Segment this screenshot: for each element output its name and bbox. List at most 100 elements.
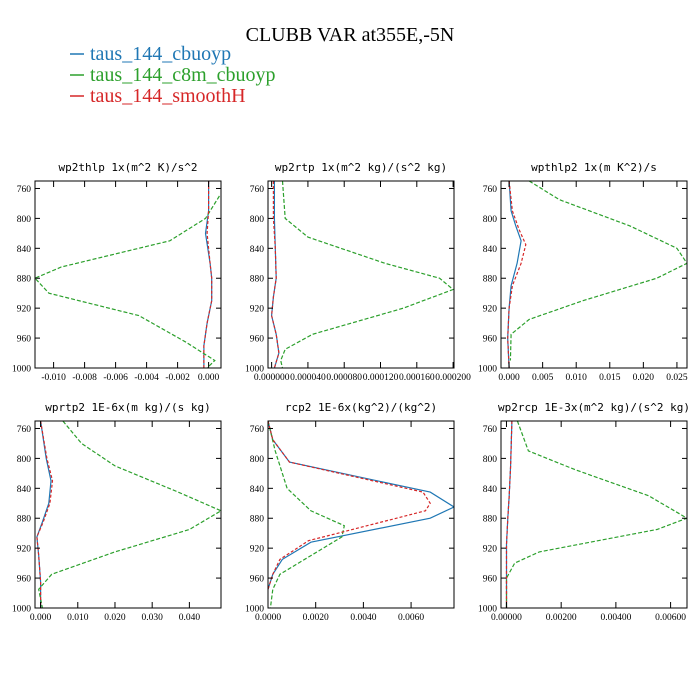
x-tick-label: -0.010 (41, 373, 66, 383)
series-line (268, 421, 454, 590)
y-tick-label: 800 (17, 455, 32, 465)
series-line (505, 421, 513, 608)
panel-title: wp2thlp 1x(m^2 K)/s^2 (58, 161, 197, 174)
panel-title: rcp2 1E-6x(kg^2)/(kg^2) (285, 401, 437, 414)
x-tick-label: 0.00200 (546, 613, 577, 623)
chart-panel: wp2rcp 1E-3x(m^2 kg)/(s^2 kg) 0.00000 0.00… (478, 401, 690, 623)
x-tick-label: -0.006 (103, 373, 128, 383)
panels: wp2thlp 1x(m^2 K)/s^2-0.010 -0.008 -0.006-… (12, 161, 690, 623)
plot-frame (34, 420, 222, 609)
x-tick-label: -0.004 (134, 373, 159, 383)
y-tick-label: 880 (250, 275, 265, 285)
chart-panel: wp2thlp 1x(m^2 K)/s^2-0.010 -0.008 -0.006-… (12, 161, 222, 383)
plot-frame (267, 180, 455, 369)
y-tick-label: 840 (483, 485, 498, 495)
series-line (203, 181, 213, 368)
y-tick-label: 800 (250, 455, 265, 465)
legend: taus_144_cbuoyptaus_144_c8m_cbuoyptaus_1… (70, 43, 276, 107)
y-tick-label: 960 (250, 575, 265, 585)
y-tick-label: 960 (250, 335, 265, 345)
y-tick-label: 760 (483, 425, 498, 435)
legend-item-label: taus_144_smoothH (90, 85, 246, 107)
series-line (270, 181, 280, 368)
y-tick-label: 960 (17, 575, 32, 585)
y-tick-label: 880 (250, 515, 265, 525)
figure-title: CLUBB VAR at355E,-5N (246, 24, 455, 46)
y-tick-label: 1000 (478, 365, 497, 375)
y-tick-label: 1000 (478, 605, 497, 615)
panel-title: wprtp2 1E-6x(m kg)/(s kg) (45, 401, 211, 414)
legend-item-label: taus_144_c8m_cbuoyp (90, 64, 276, 86)
panel-title: wp2rtp 1x(m^2 kg)/(s^2 kg) (275, 161, 447, 174)
x-tick-label: 0.005 (532, 373, 554, 383)
y-tick-label: 760 (483, 185, 498, 195)
series-line (505, 421, 687, 608)
panel-title: wpthlp2 1x(m K^2)/s (531, 161, 657, 174)
x-tick-label: 0.025 (666, 373, 688, 383)
x-tick-label: 0.00600 (655, 613, 686, 623)
x-tick-label: 0.000000 (254, 373, 290, 383)
panel-title: wp2rcp 1E-3x(m^2 kg)/(s^2 kg) (498, 401, 690, 414)
y-tick-label: 800 (483, 215, 498, 225)
x-tick-label: 0.000 (198, 373, 220, 383)
x-tick-label: 0.000200 (435, 373, 471, 383)
x-tick-label: 0.000 (498, 373, 520, 383)
y-tick-label: 760 (17, 185, 32, 195)
x-tick-label: 0.000040 (290, 373, 326, 383)
chart-panel: rcp2 1E-6x(kg^2)/(kg^2) 0.0000 0.0020 0.004… (245, 401, 455, 623)
series-line (36, 421, 52, 608)
plot-frame (34, 180, 222, 369)
series-line (270, 181, 280, 368)
y-tick-label: 880 (483, 515, 498, 525)
chart-panel: wpthlp2 1x(m K^2)/s 0.000 0.005 0.010 0.015 0… (478, 161, 688, 383)
y-tick-label: 840 (250, 245, 265, 255)
series-line (203, 181, 213, 368)
y-tick-label: 800 (250, 215, 265, 225)
plot-frame (267, 420, 455, 609)
x-tick-label: 0.000 (30, 613, 52, 623)
x-tick-label: -0.008 (72, 373, 97, 383)
y-tick-label: 920 (250, 545, 265, 555)
y-tick-label: 1000 (245, 605, 264, 615)
series-line (38, 421, 221, 608)
x-tick-label: -0.002 (165, 373, 190, 383)
series-line (280, 181, 454, 368)
y-tick-label: 840 (17, 485, 32, 495)
x-tick-label: 0.030 (141, 613, 163, 623)
chart-panel: wp2rtp 1x(m^2 kg)/(s^2 kg)0.000000 0.0000… (245, 161, 471, 383)
y-tick-label: 840 (250, 485, 265, 495)
y-tick-label: 920 (483, 545, 498, 555)
y-tick-label: 840 (17, 245, 32, 255)
y-tick-label: 960 (483, 575, 498, 585)
plot-frame (500, 180, 688, 369)
y-tick-label: 920 (17, 545, 32, 555)
x-tick-label: 0.0000 (255, 613, 281, 623)
x-tick-label: 0.020 (633, 373, 655, 383)
y-tick-label: 760 (17, 425, 32, 435)
chart-panel: wprtp2 1E-6x(m kg)/(s kg) 0.000 0.010 0.020… (12, 401, 222, 623)
y-tick-label: 1000 (12, 605, 31, 615)
x-tick-label: 0.000160 (399, 373, 435, 383)
y-tick-label: 960 (483, 335, 498, 345)
series-line (36, 421, 54, 608)
x-tick-label: 0.0060 (398, 613, 424, 623)
x-tick-label: 0.0020 (303, 613, 329, 623)
series-line (268, 421, 431, 590)
y-tick-label: 920 (250, 305, 265, 315)
x-tick-label: 0.010 (566, 373, 588, 383)
y-tick-label: 760 (250, 185, 265, 195)
x-tick-label: 0.00400 (600, 613, 631, 623)
series-line (505, 421, 513, 608)
x-tick-label: 0.000080 (326, 373, 362, 383)
y-tick-label: 920 (483, 305, 498, 315)
y-tick-label: 800 (483, 455, 498, 465)
y-tick-label: 1000 (12, 365, 31, 375)
y-tick-label: 880 (17, 515, 32, 525)
x-tick-label: 0.040 (179, 613, 201, 623)
series-line (509, 181, 687, 361)
x-tick-label: 0.015 (599, 373, 621, 383)
y-tick-label: 760 (250, 425, 265, 435)
y-tick-label: 1000 (245, 365, 264, 375)
legend-item-label: taus_144_cbuoyp (90, 43, 231, 65)
